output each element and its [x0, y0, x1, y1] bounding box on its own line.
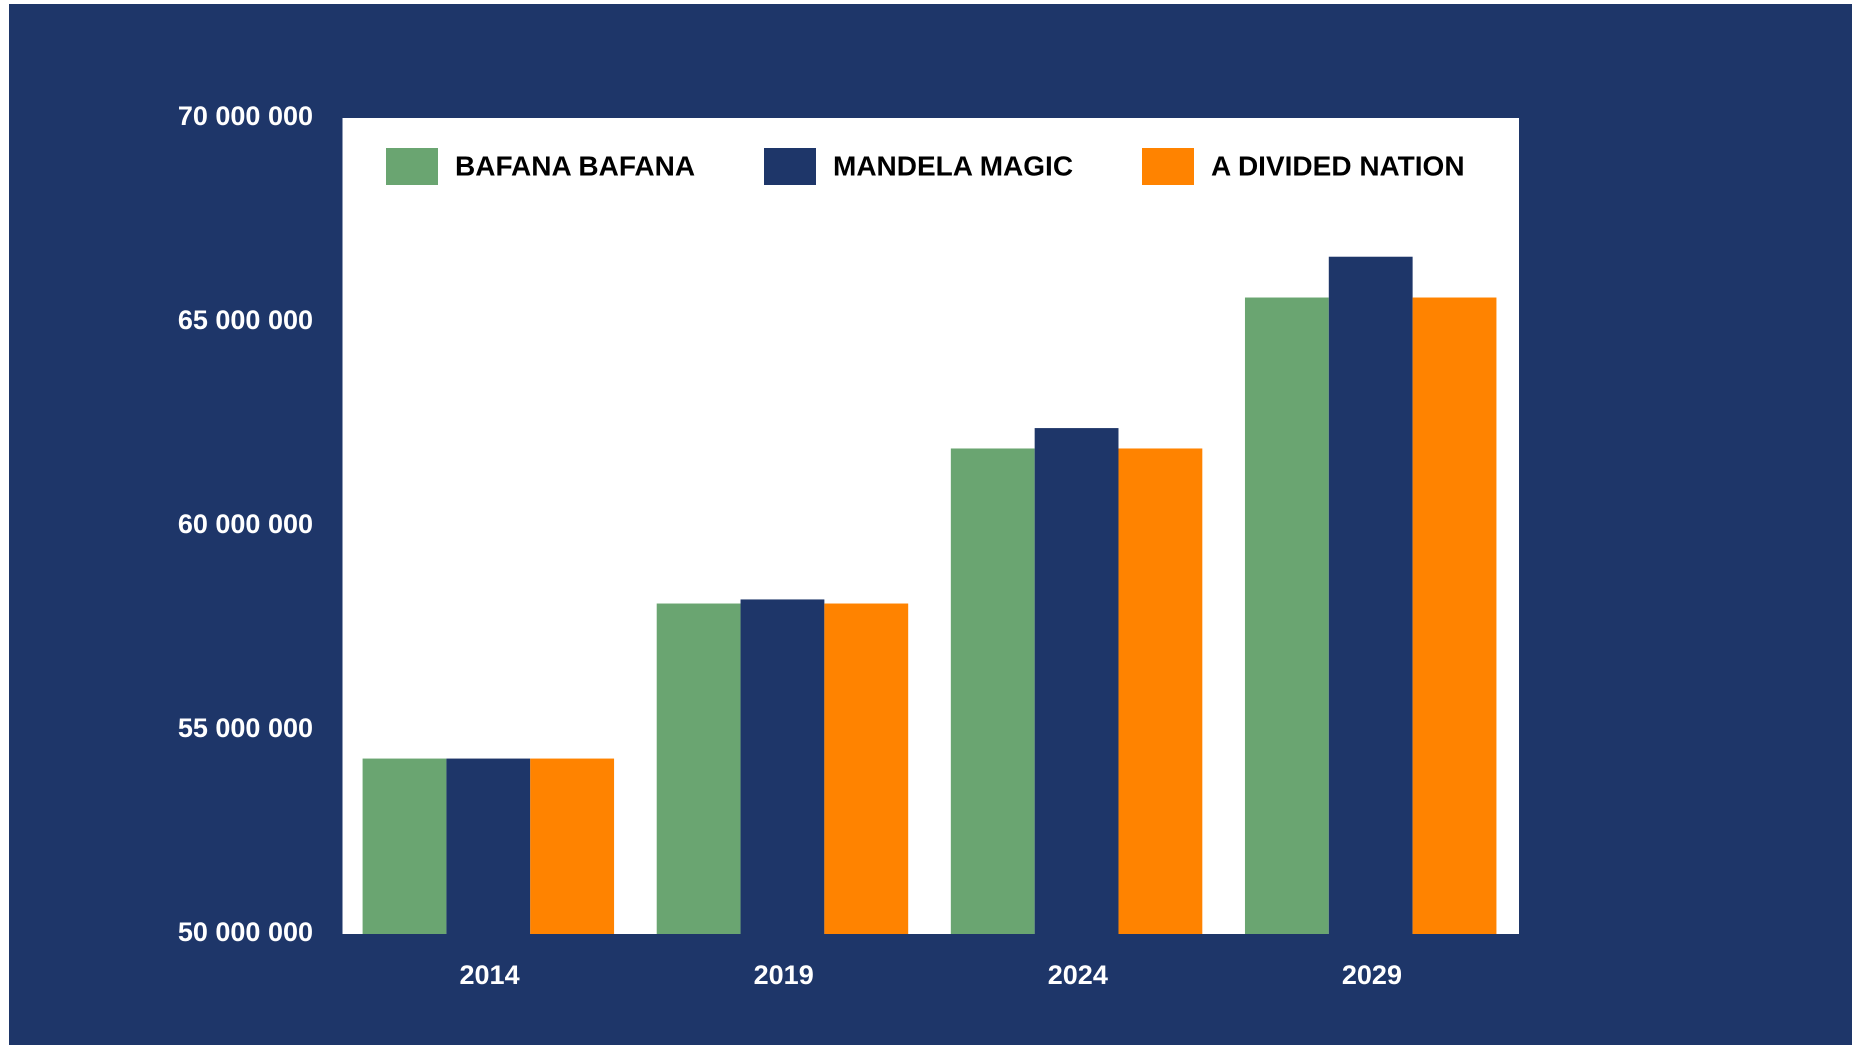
y-tick-label: 55 000 000 — [178, 713, 313, 743]
x-tick-label: 2014 — [460, 960, 520, 990]
legend-label: A DIVIDED NATION — [1211, 150, 1465, 181]
y-tick-label: 50 000 000 — [178, 917, 313, 947]
x-tick-label: 2019 — [754, 960, 814, 990]
legend-swatch — [764, 148, 816, 185]
legend-label: BAFANA BAFANA — [455, 150, 695, 181]
bar — [950, 448, 1035, 934]
y-tick-label: 65 000 000 — [178, 305, 313, 335]
legend-swatch — [386, 148, 438, 185]
bar — [740, 599, 825, 934]
bar — [530, 758, 615, 934]
bar — [1118, 448, 1203, 934]
y-tick-label: 70 000 000 — [178, 101, 313, 131]
bar — [656, 603, 741, 934]
x-tick-label: 2024 — [1048, 960, 1108, 990]
bar — [1412, 297, 1497, 934]
bar — [446, 758, 531, 934]
bar — [824, 603, 909, 934]
bar — [362, 758, 447, 934]
bar — [1034, 428, 1119, 934]
legend-swatch — [1142, 148, 1194, 185]
x-tick-label: 2029 — [1342, 960, 1402, 990]
legend-label: MANDELA MAGIC — [833, 150, 1073, 181]
bar — [1244, 297, 1329, 934]
bar — [1328, 256, 1413, 935]
y-tick-label: 60 000 000 — [178, 509, 313, 539]
